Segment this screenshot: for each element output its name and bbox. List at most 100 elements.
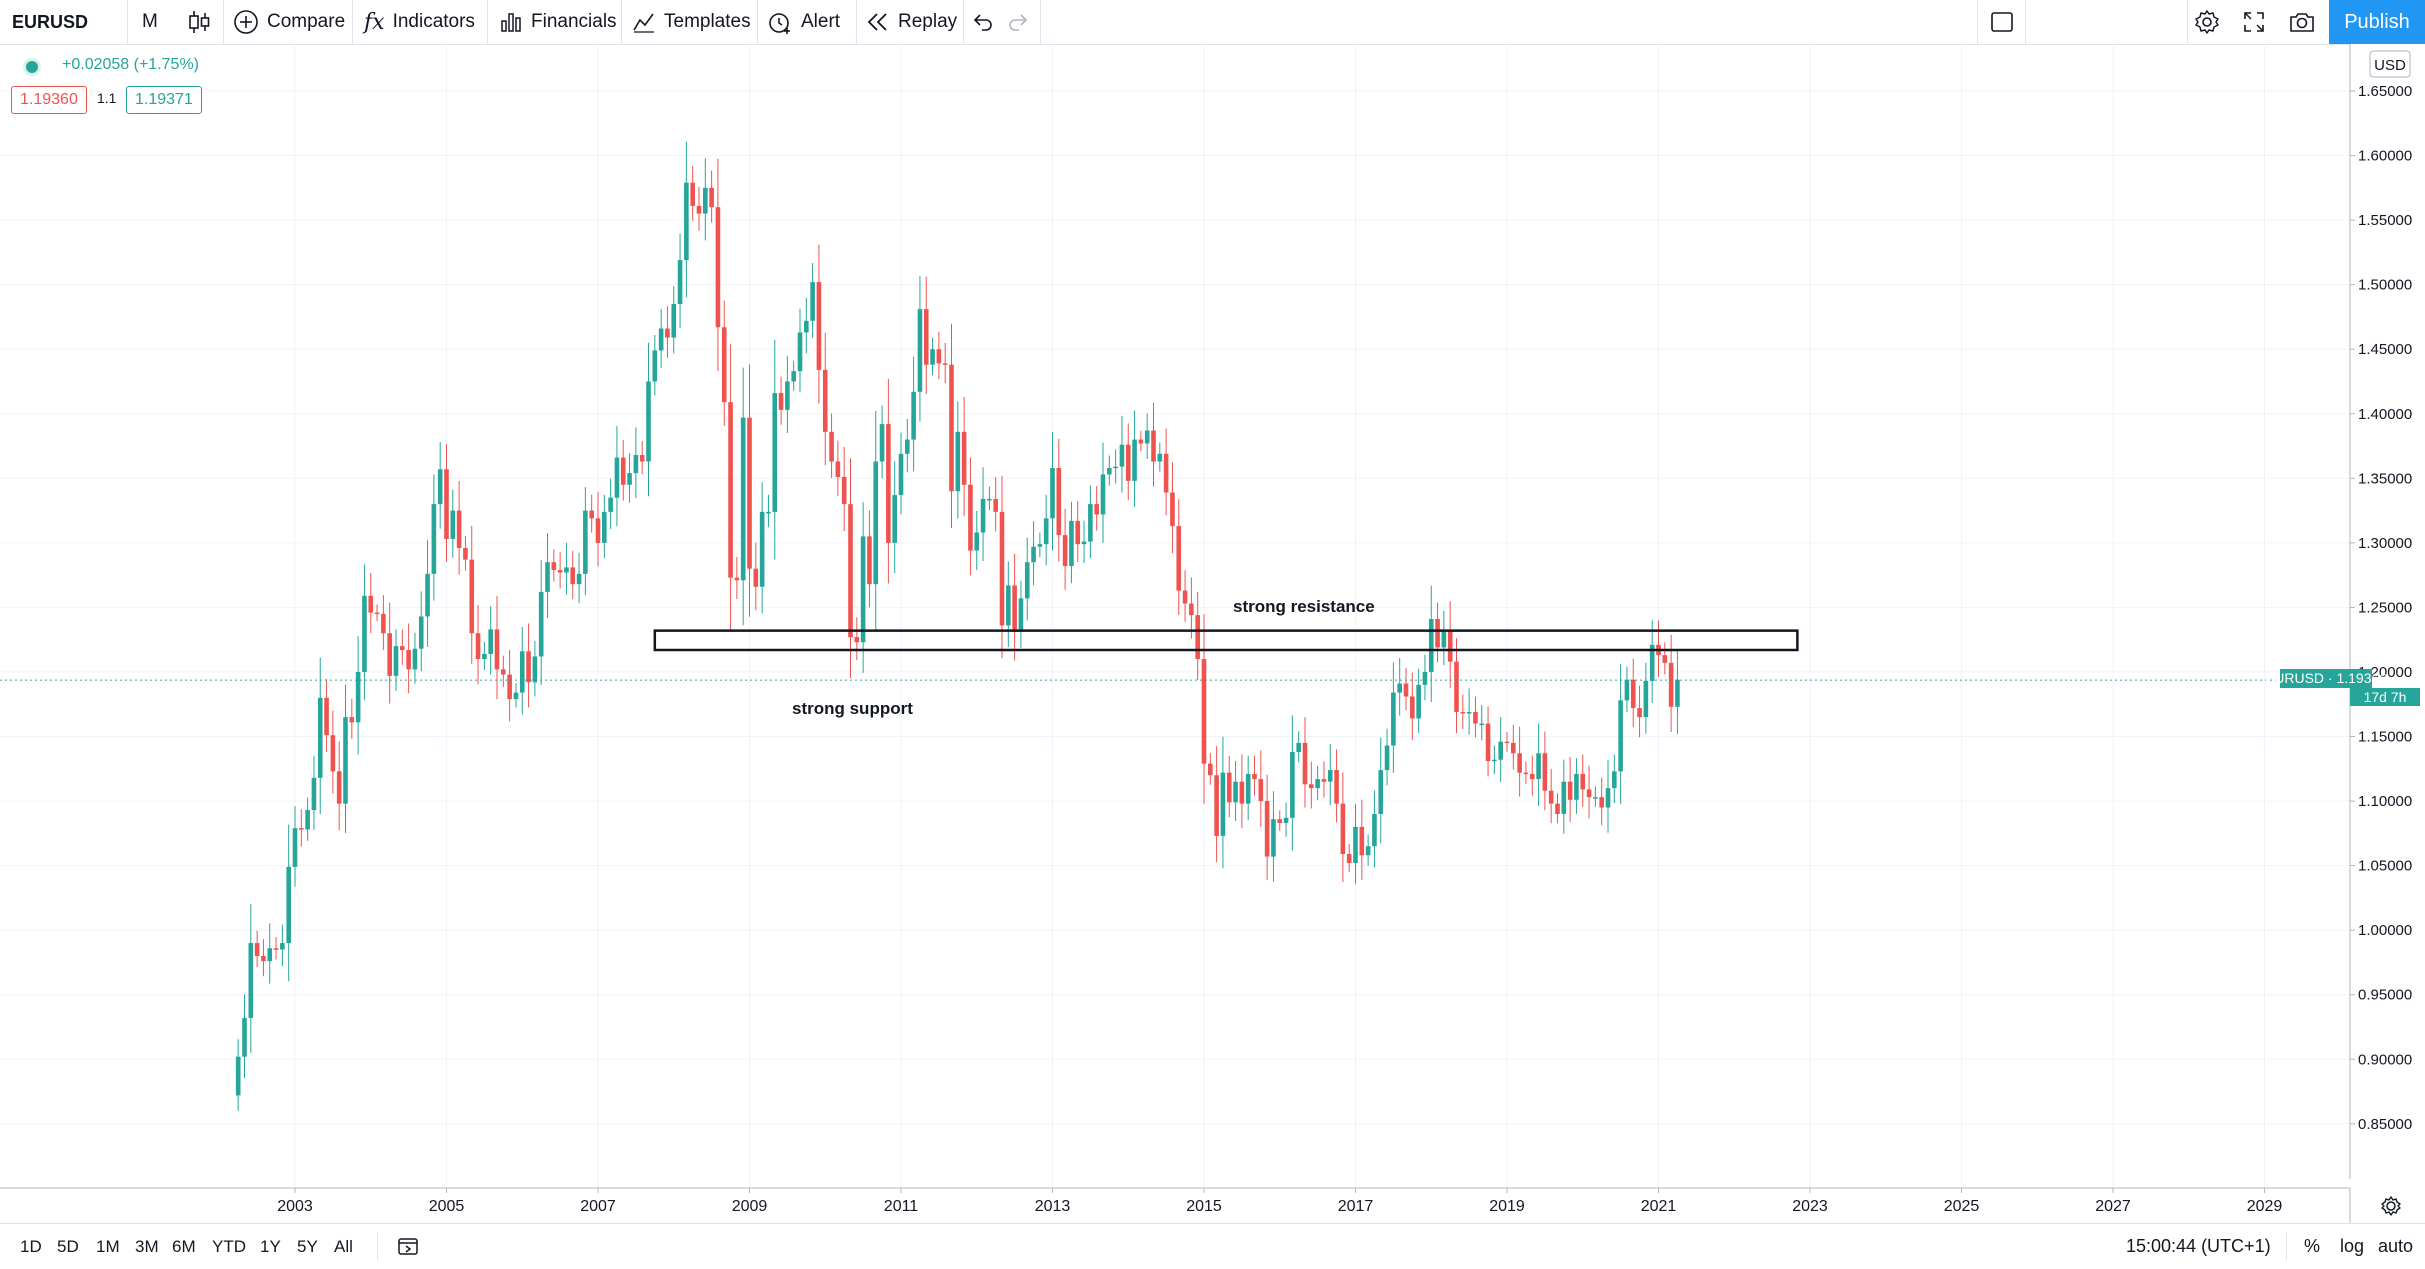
replay-button[interactable]: Replay <box>866 0 957 44</box>
candle <box>1113 449 1118 484</box>
templates-button[interactable]: Templates <box>632 0 751 44</box>
candle-body <box>1024 562 1030 599</box>
interval-button[interactable]: M <box>142 0 158 44</box>
financials-button[interactable]: Financials <box>499 0 617 44</box>
price-chart[interactable]: 1.65000 1.60000 1.55000 1.50000 1.45000 1.400… <box>0 44 2425 1223</box>
candle-body <box>494 629 500 670</box>
range-button-3m[interactable]: 3M <box>135 1237 159 1256</box>
chart-type-button[interactable] <box>187 0 211 44</box>
compare-button[interactable]: Compare <box>233 0 345 44</box>
candle-body <box>1517 753 1522 773</box>
candle <box>261 939 266 977</box>
candle-body <box>469 559 475 634</box>
publish-button[interactable]: Publish <box>2329 0 2425 44</box>
candle-body <box>1239 781 1245 804</box>
resistance-annotation[interactable]: strong resistance <box>1233 597 1375 616</box>
candle-body <box>317 697 323 778</box>
ask-price-button[interactable]: 1.19371 <box>126 86 202 114</box>
candle <box>564 542 569 595</box>
snapshot-button[interactable] <box>2288 0 2316 44</box>
candle <box>1069 501 1074 584</box>
range-button-5y[interactable]: 5Y <box>297 1237 318 1256</box>
currency-badge[interactable] <box>2369 50 2411 78</box>
candle <box>1290 715 1295 851</box>
candle-body <box>1157 453 1163 462</box>
candle-body <box>1290 751 1295 818</box>
candle <box>425 539 430 647</box>
range-button-ytd[interactable]: YTD <box>212 1237 246 1256</box>
candle <box>955 401 961 519</box>
candle <box>987 486 992 511</box>
candle <box>1043 494 1049 566</box>
range-button-5d[interactable]: 5D <box>57 1237 79 1256</box>
range-button-all[interactable]: All <box>334 1237 353 1256</box>
scale-settings-icon[interactable] <box>2381 1196 2401 1216</box>
candle-body <box>1182 590 1188 604</box>
candle-body <box>1107 467 1112 475</box>
candle-body <box>961 431 967 485</box>
candle-body <box>1580 773 1586 790</box>
fullscreen-button[interactable] <box>2242 0 2266 44</box>
price-axis[interactable]: 1.65000 1.60000 1.55000 1.50000 1.45000 1.400… <box>2350 83 2412 1133</box>
candle <box>759 482 765 614</box>
alert-button[interactable]: Alert <box>767 0 840 44</box>
candle <box>747 364 752 617</box>
symbol-price-tag-text: EURUSD · 1.19366 <box>2265 670 2387 686</box>
time-tick-label: 2023 <box>1792 1198 1828 1215</box>
support-annotation[interactable]: strong support <box>792 699 913 718</box>
candle <box>892 461 897 574</box>
candle <box>1637 685 1642 738</box>
candle <box>835 440 841 496</box>
candle <box>1416 668 1421 733</box>
candle-body <box>412 648 418 670</box>
symbol-label: EURUSD <box>12 11 89 32</box>
candle <box>1428 585 1434 702</box>
candle-body <box>1384 745 1390 771</box>
candle-body <box>639 455 645 462</box>
bid-price-button[interactable]: 1.19360 <box>11 86 87 114</box>
candle <box>406 623 411 694</box>
candle <box>646 342 651 497</box>
percent-scale-toggle[interactable]: % <box>2304 1236 2321 1256</box>
candle-body <box>1643 680 1649 718</box>
candle-body <box>1422 671 1428 685</box>
candle-body <box>721 327 727 403</box>
candle-body <box>1675 679 1680 707</box>
candle <box>1245 755 1251 821</box>
plus-circle-icon <box>234 10 258 34</box>
undo-button[interactable] <box>972 0 994 44</box>
candle-body <box>955 431 961 492</box>
candle <box>740 367 746 626</box>
candle-body <box>387 633 392 676</box>
candle-body <box>677 260 683 305</box>
toolbar-divider <box>963 0 964 44</box>
bar-chart-icon <box>501 13 521 32</box>
range-button-1y[interactable]: 1Y <box>260 1237 281 1256</box>
candle <box>1233 761 1238 821</box>
symbol-search-button[interactable]: EURUSD <box>12 0 88 44</box>
candle <box>860 502 866 674</box>
range-button-6m[interactable]: 6M <box>172 1237 196 1256</box>
candle-body <box>835 461 841 478</box>
candle-body <box>1138 439 1144 444</box>
candle <box>311 755 317 830</box>
indicators-button[interactable]: fx Indicators <box>364 0 475 44</box>
time-axis[interactable]: 2003 2005 2007 2009 2011 2013 2015 2017 2019 2021… <box>277 1188 2282 1215</box>
candle <box>1056 438 1062 562</box>
auto-scale-toggle[interactable]: auto <box>2378 1236 2414 1256</box>
range-button-1d[interactable]: 1D <box>20 1237 42 1256</box>
resistance-support-zone[interactable] <box>653 629 1799 652</box>
log-scale-toggle[interactable]: log <box>2340 1236 2365 1256</box>
candle-body <box>400 646 405 651</box>
candle <box>791 360 796 391</box>
candle <box>1649 620 1655 704</box>
range-button-1m[interactable]: 1M <box>96 1237 120 1256</box>
clock-timezone[interactable]: 15:00:44 (UTC+1) <box>2126 1236 2271 1256</box>
candle <box>886 378 891 584</box>
redo-button[interactable] <box>1007 0 1029 44</box>
goto-date-button[interactable] <box>396 1234 420 1263</box>
candle-body <box>759 511 765 587</box>
settings-button[interactable] <box>2193 0 2221 44</box>
market-status-dot[interactable] <box>23 58 41 76</box>
layout-button[interactable] <box>1990 0 2014 44</box>
